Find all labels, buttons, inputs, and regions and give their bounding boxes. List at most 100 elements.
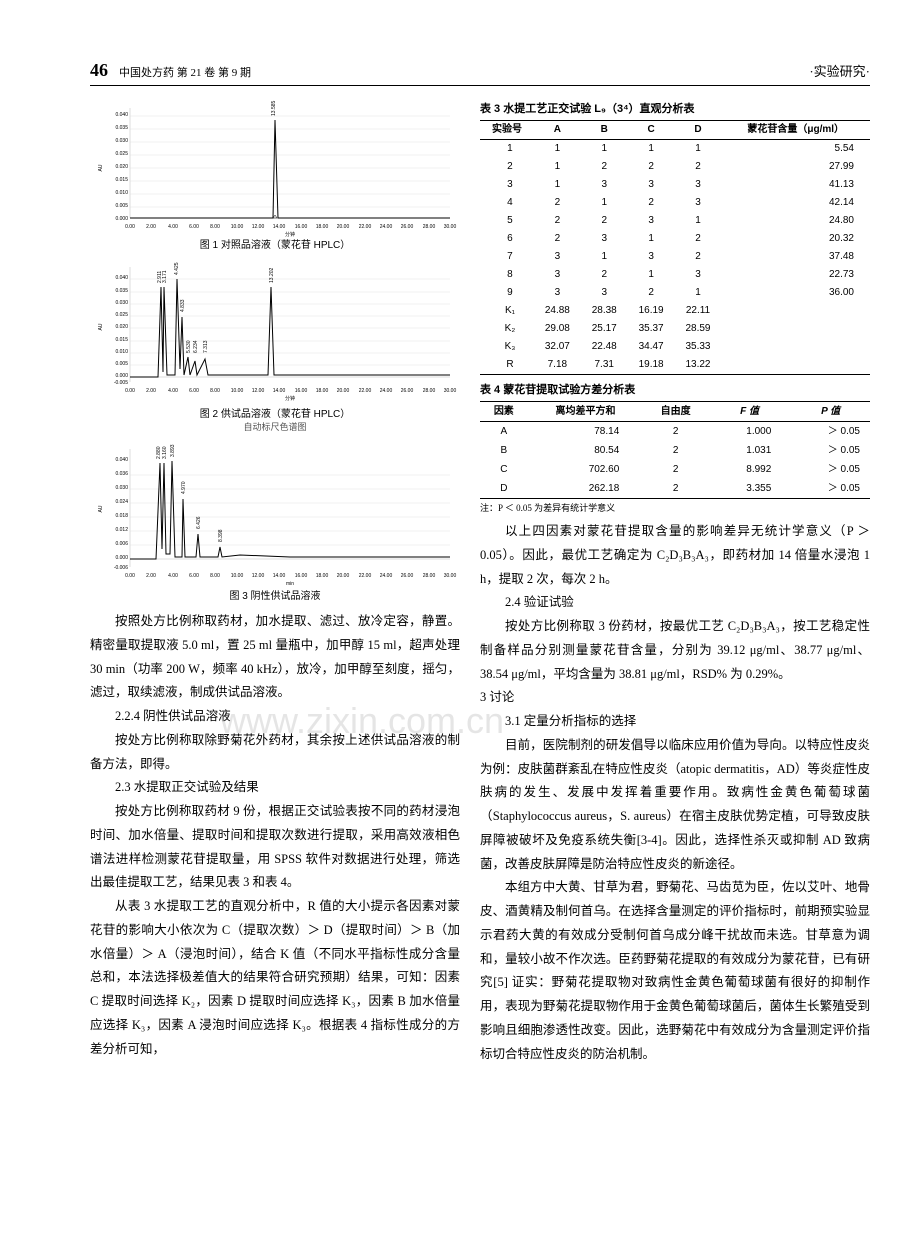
svg-text:0.040: 0.040 [115, 112, 128, 118]
svg-text:26.00: 26.00 [401, 224, 414, 230]
svg-text:4.833: 4.833 [180, 299, 186, 312]
svg-text:14.00: 14.00 [273, 388, 286, 394]
table4-header-cell: 离均差平方和 [528, 402, 644, 422]
para-r1: 以上四因素对蒙花苷提取含量的影响差异无统计学意义（P ＞ 0.05）。因此，最优… [480, 520, 870, 591]
svg-text:6.00: 6.00 [189, 224, 199, 230]
table-cell: 1 [534, 176, 581, 194]
table-cell: 9 [480, 284, 534, 302]
table-cell: 41.13 [721, 176, 870, 194]
svg-text:0.00: 0.00 [125, 573, 135, 579]
fig3-caption: 图 3 阴性供试品溶液 [90, 587, 460, 602]
left-body-text: 按照处方比例称取药材，加水提取、滤过、放冷定容，静置。精密量取提取液 5.0 m… [90, 610, 460, 1061]
table-cell: 3 [628, 176, 675, 194]
svg-text:0.00: 0.00 [125, 224, 135, 230]
para-r3: 目前，医院制剂的研发倡导以临床应用价值为导向。以特应性皮炎为例：皮肤菌群紊乱在特… [480, 734, 870, 877]
svg-text:16.00: 16.00 [295, 224, 308, 230]
svg-text:18.00: 18.00 [316, 573, 329, 579]
svg-text:10.00: 10.00 [231, 573, 244, 579]
svg-text:分钟: 分钟 [285, 395, 295, 402]
table-cell: 1.000 [708, 422, 791, 442]
svg-text:10.00: 10.00 [231, 224, 244, 230]
svg-text:-0.006: -0.006 [114, 565, 128, 571]
svg-text:0.040: 0.040 [115, 457, 128, 463]
svg-text:8.00: 8.00 [210, 224, 220, 230]
table-row: 7313237.48 [480, 248, 870, 266]
fig2-subcaption: 自动标尺色谱图 [90, 420, 460, 433]
table-cell: 2 [675, 248, 722, 266]
table-cell: 2 [534, 194, 581, 212]
svg-text:26.00: 26.00 [401, 388, 414, 394]
table-cell: 36.00 [721, 284, 870, 302]
table-cell: 2 [628, 284, 675, 302]
svg-text:6.00: 6.00 [189, 573, 199, 579]
table4-note: 注：P ＜ 0.05 为差异有统计学意义 [480, 501, 870, 514]
table-cell: 3 [628, 248, 675, 266]
table-cell: K₃ [480, 338, 534, 356]
table4-header-cell: F 值 [708, 402, 791, 422]
table-cell: 7 [480, 248, 534, 266]
svg-text:8.398: 8.398 [218, 529, 224, 542]
table-cell: 2 [581, 158, 628, 176]
table3-header-cell: 蒙花苷含量（μg/ml） [721, 121, 870, 140]
table-cell: 8 [480, 266, 534, 284]
para-p3: 按处方比例称取药材 9 份，根据正交试验表按不同的药材浸泡时间、加水倍量、提取时… [90, 800, 460, 895]
svg-text:20.00: 20.00 [337, 388, 350, 394]
svg-text:24.00: 24.00 [380, 224, 393, 230]
heading-31: 3.1 定量分析指标的选择 [480, 710, 870, 734]
table-cell: R [480, 356, 534, 375]
svg-text:0.040: 0.040 [115, 275, 128, 281]
svg-text:8.00: 8.00 [210, 388, 220, 394]
svg-text:0.000: 0.000 [115, 216, 128, 222]
para-p1: 按照处方比例称取药材，加水提取、滤过、放冷定容，静置。精密量取提取液 5.0 m… [90, 610, 460, 705]
table-cell: K₁ [480, 302, 534, 320]
figure-2: -0.005 0.000 0.005 0.010 0.015 0.020 0.0… [90, 257, 460, 433]
para-r4: 本组方中大黄、甘草为君，野菊花、马齿苋为臣，佐以艾叶、地骨皮、酒黄精及制何首乌。… [480, 876, 870, 1066]
svg-text:0.035: 0.035 [115, 125, 128, 131]
svg-text:0.006: 0.006 [115, 541, 128, 547]
right-body-text: 以上四因素对蒙花苷提取含量的影响差异无统计学意义（P ＞ 0.05）。因此，最优… [480, 520, 870, 1066]
table-cell: 35.33 [675, 338, 722, 356]
table-cell: 22.11 [675, 302, 722, 320]
table-cell: ＞ 0.05 [791, 422, 870, 442]
svg-text:30.00: 30.00 [444, 573, 457, 579]
svg-text:0.000: 0.000 [115, 373, 128, 379]
fig2-caption: 图 2 供试品溶液（蒙花苷 HPLC） [90, 405, 460, 420]
svg-text:14.00: 14.00 [273, 573, 286, 579]
heading-23: 2.3 水提取正交试验及结果 [90, 776, 460, 800]
svg-text:0.010: 0.010 [115, 190, 128, 196]
svg-text:8.00: 8.00 [210, 573, 220, 579]
svg-text:6.00: 6.00 [189, 388, 199, 394]
table-cell: 80.54 [528, 441, 644, 460]
svg-text:30.00: 30.00 [444, 388, 457, 394]
para-p4: 从表 3 水提取工艺的直观分析中，R 值的大小提示各因素对蒙花苷的影响大小依次为… [90, 895, 460, 1061]
table-cell: 37.48 [721, 248, 870, 266]
svg-text:0.025: 0.025 [115, 312, 128, 318]
table-row: 6231220.32 [480, 230, 870, 248]
fig1-caption: 图 1 对照品溶液（蒙花苷 HPLC） [90, 236, 460, 251]
table-cell: 1 [534, 140, 581, 159]
table-cell: 3 [675, 176, 722, 194]
table-cell: 3 [581, 230, 628, 248]
table-cell: 1 [628, 230, 675, 248]
svg-text:0.015: 0.015 [115, 337, 128, 343]
table-cell: 19.18 [628, 356, 675, 375]
figure-3: -0.006 0.000 0.006 0.012 0.018 0.024 0.0… [90, 439, 460, 602]
table-cell: 2 [643, 422, 708, 442]
table-row: R7.187.3119.1813.22 [480, 356, 870, 375]
svg-text:24.00: 24.00 [380, 573, 393, 579]
svg-text:26.00: 26.00 [401, 573, 414, 579]
para-p2: 按处方比例称取除野菊花外药材，其余按上述供试品溶液的制备方法，即得。 [90, 729, 460, 777]
table-cell: A [480, 422, 528, 442]
svg-text:4.00: 4.00 [168, 388, 178, 394]
table-cell: 1.031 [708, 441, 791, 460]
table-cell: K₂ [480, 320, 534, 338]
page-header: 46 中国处方药 第 21 卷 第 9 期 ·实验研究· [90, 60, 870, 86]
table-cell: 3 [534, 284, 581, 302]
svg-text:AU: AU [98, 323, 104, 330]
table4-header-cell: P 值 [791, 402, 870, 422]
table-cell: 2 [675, 158, 722, 176]
table-cell: 2 [643, 479, 708, 499]
svg-text:28.00: 28.00 [423, 573, 436, 579]
svg-text:0.024: 0.024 [115, 499, 128, 505]
table-cell: 22.73 [721, 266, 870, 284]
